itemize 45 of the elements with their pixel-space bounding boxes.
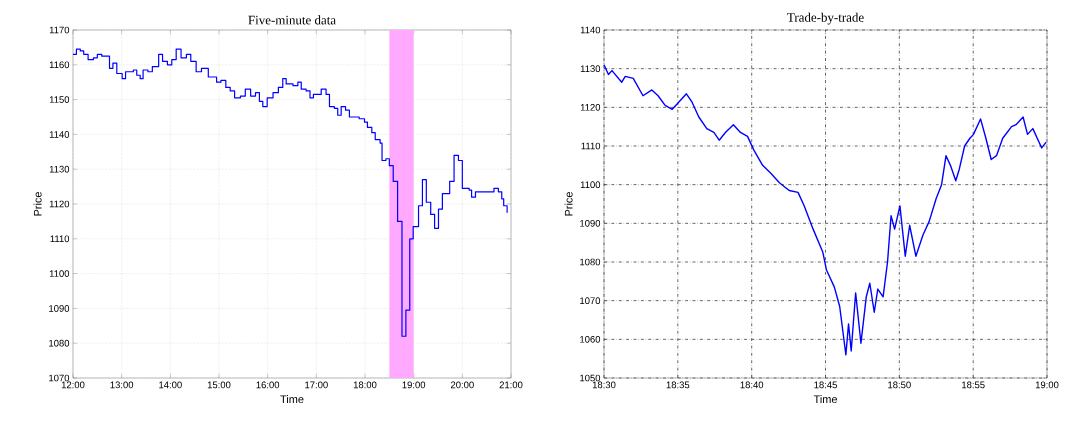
y-tick-label: 1100 [49, 270, 70, 277]
line-series [603, 64, 1047, 356]
x-tick-label: 21:00 [499, 381, 523, 389]
x-tick-label: 18:55 [962, 381, 985, 389]
y-tick-label: 1070 [49, 374, 70, 382]
x-tick-label: 18:35 [666, 381, 690, 389]
x-tick-label: 19:00 [1035, 381, 1059, 389]
x-tick-label: 18:45 [814, 381, 837, 389]
y-tick-label: 1080 [49, 339, 70, 347]
x-tick-label: 18:30 [592, 381, 616, 389]
y-tick-label: 1140 [580, 26, 601, 34]
x-tick-label: 13:00 [110, 381, 134, 389]
y-tick-label: 1120 [49, 200, 70, 208]
y-tick-label: 1050 [580, 374, 601, 382]
y-tick-label: 1110 [50, 235, 70, 243]
x-tick-label: 18:00 [353, 381, 377, 389]
x-tick-label: 16:00 [256, 381, 280, 389]
y-tick-label: 1090 [49, 305, 70, 312]
x-tick-label: 20:00 [450, 381, 474, 389]
y-tick-label: 1060 [580, 335, 601, 343]
y-tick-label: 1100 [580, 181, 601, 189]
y-tick-label: 1070 [580, 297, 601, 305]
y-tick-label: 1140 [49, 131, 70, 138]
y-tick-label: 1110 [581, 142, 601, 150]
y-tick-label: 1170 [49, 26, 70, 34]
x-axis-title: Time [813, 395, 837, 404]
x-tick-label: 17:00 [305, 381, 328, 389]
y-tick-label: 1150 [49, 96, 70, 103]
x-tick-label: 15:00 [207, 381, 231, 389]
x-tick-label: 19:00 [402, 381, 426, 389]
y-tick-label: 1130 [49, 165, 70, 173]
y-tick-label: 1080 [580, 258, 601, 266]
y-tick-label: 1120 [580, 103, 601, 111]
chart-title: Five-minute data [248, 15, 336, 25]
y-tick-label: 1090 [580, 219, 601, 227]
x-tick-label: 14:00 [159, 381, 182, 389]
y-tick-label: 1160 [49, 61, 70, 69]
x-tick-label: 18:40 [740, 381, 764, 389]
x-tick-label: 18:50 [888, 381, 911, 389]
x-tick-label: 12:00 [61, 381, 85, 389]
x-axis-title: Time [280, 395, 304, 404]
y-tick-label: 1130 [580, 65, 601, 73]
y-axis-title: Price [33, 192, 42, 216]
chart-title: Trade-by-trade [787, 12, 864, 25]
y-axis-title: Price [564, 192, 573, 216]
